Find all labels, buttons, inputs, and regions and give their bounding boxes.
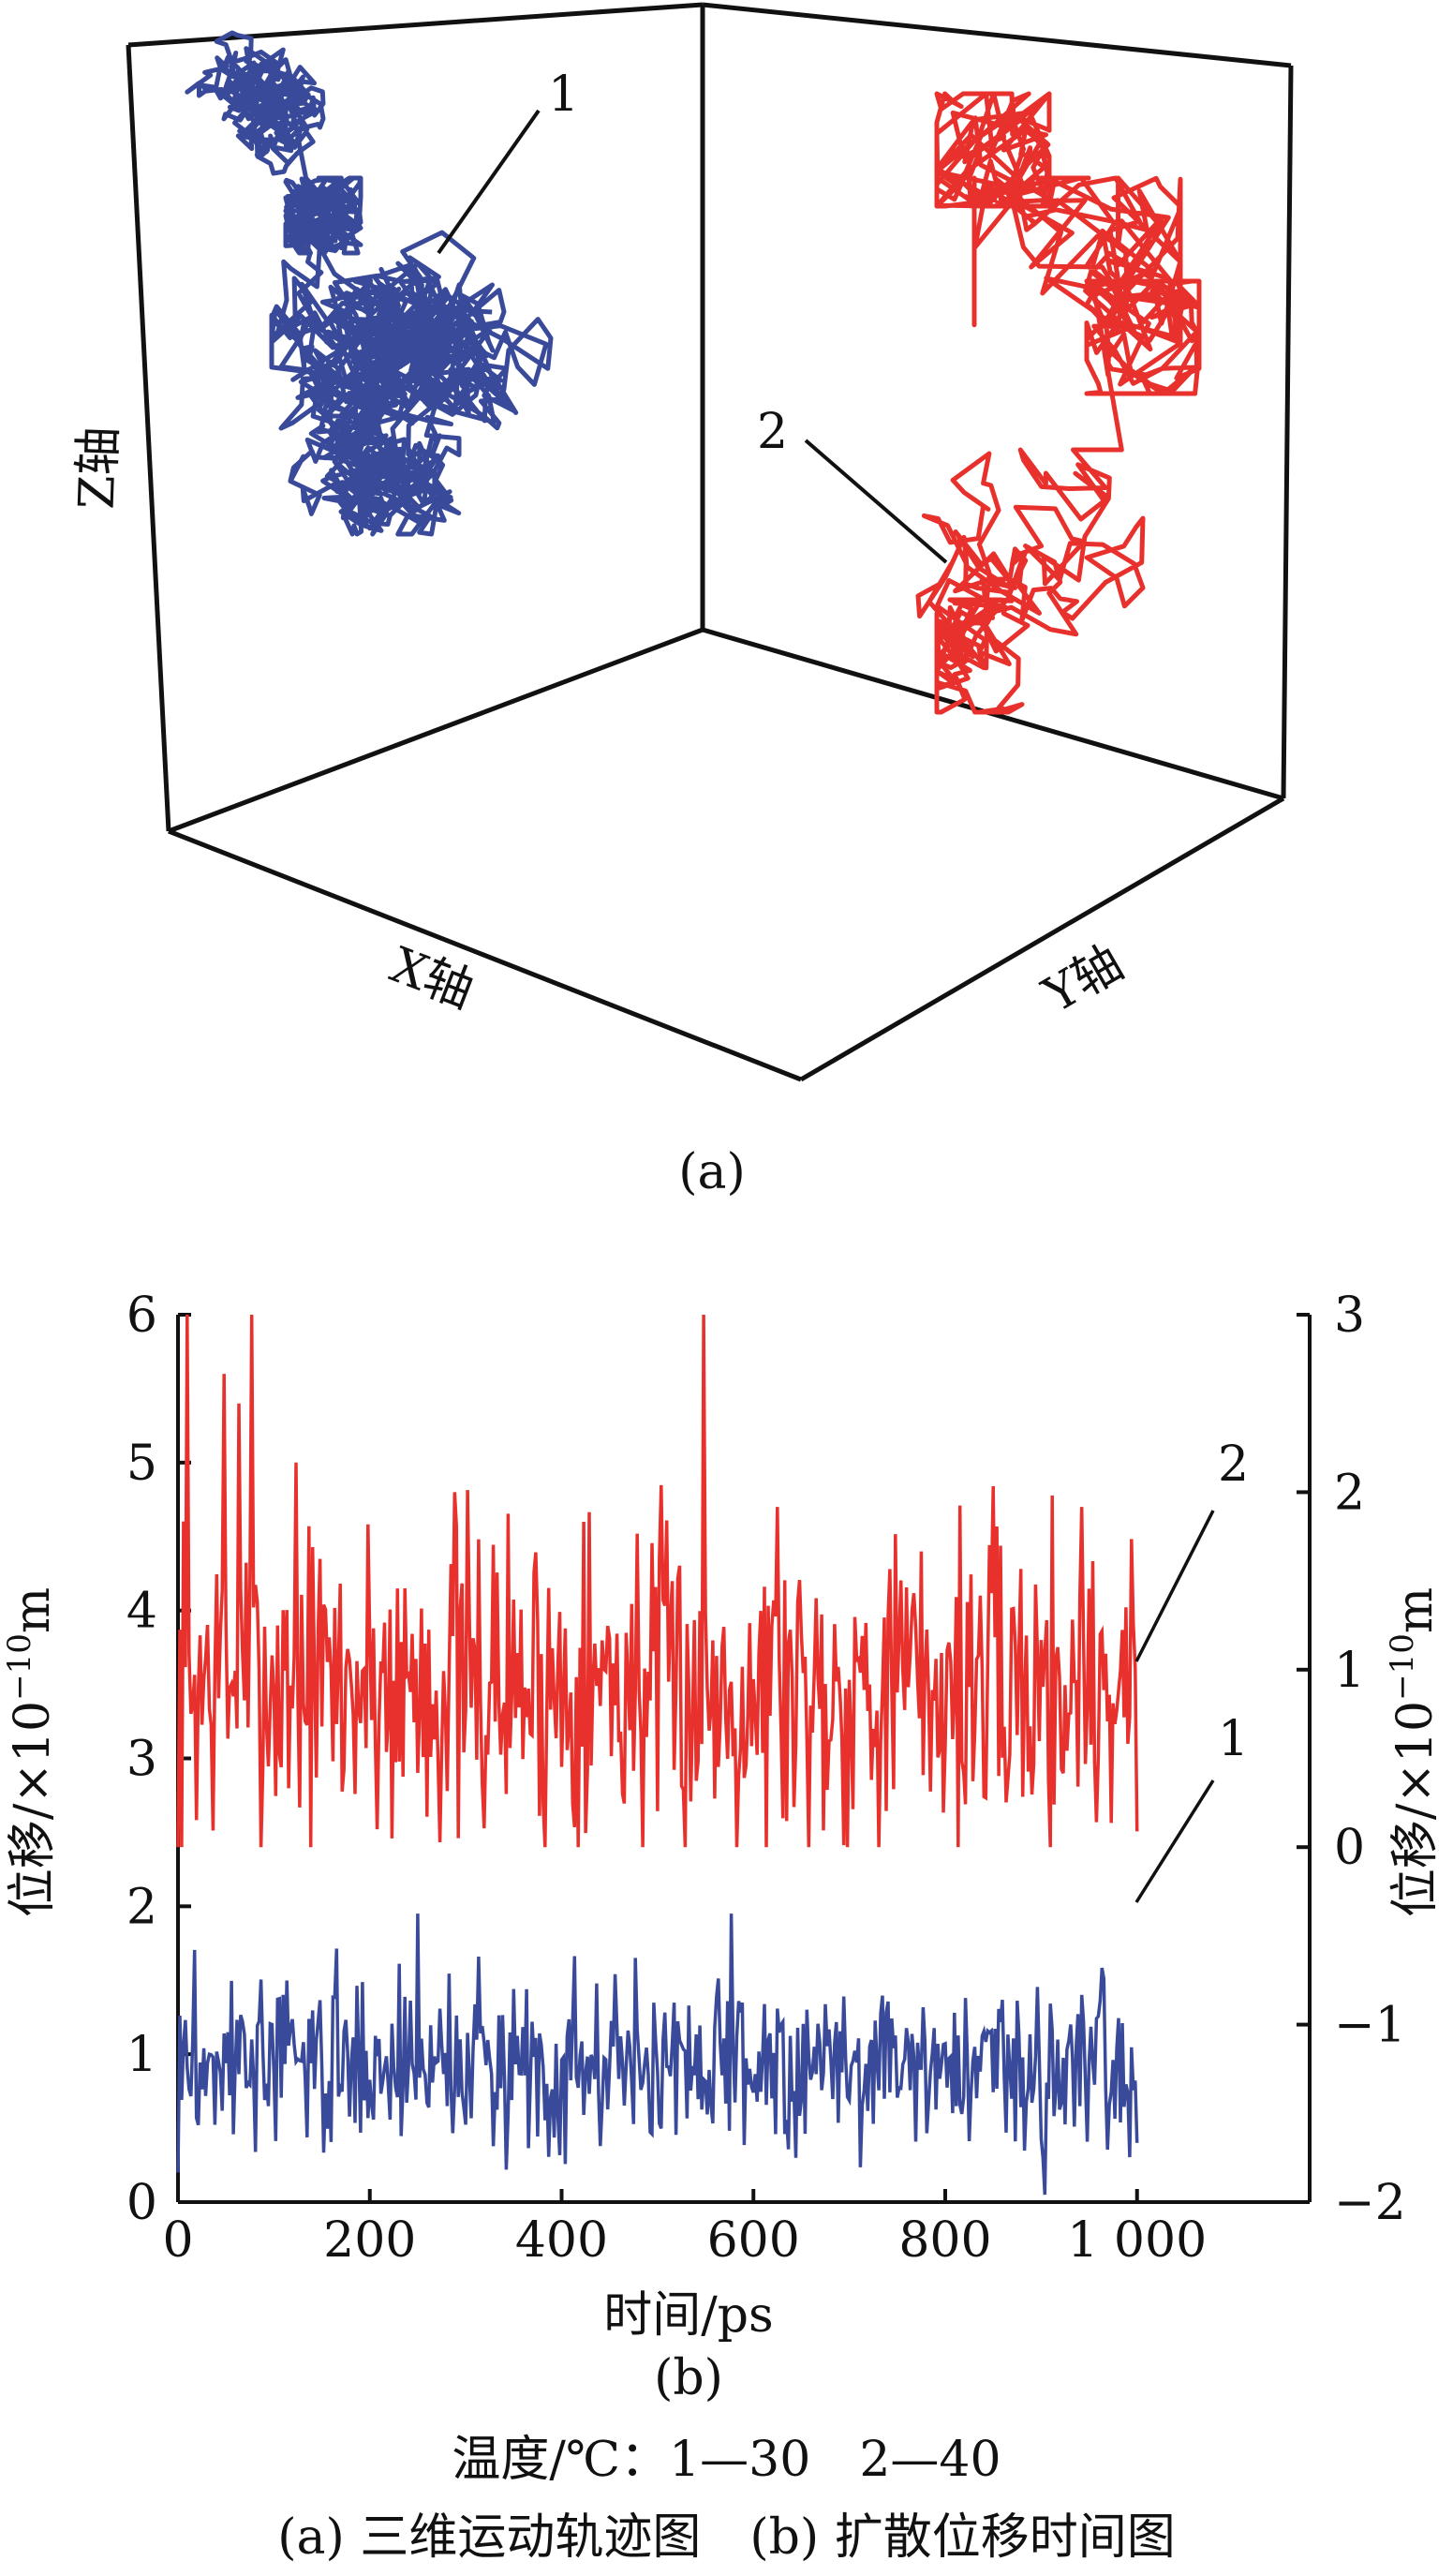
series-1-label-a: 1: [548, 67, 579, 123]
trajectory-series-2: [915, 91, 1202, 715]
panel-a-label: (a): [678, 1144, 746, 1200]
left-y-axis-title-main: 位移/×10: [5, 1701, 61, 1917]
x-tick-label: 0: [162, 2212, 193, 2269]
series-2-line: [176, 1314, 1139, 1848]
trajectory-series-1: [185, 30, 554, 537]
left-y-tick-label: 2: [126, 1879, 157, 1935]
leader-line-series-1: [437, 109, 541, 255]
box-edge-front-left: [168, 828, 802, 1082]
series-2-label-a: 2: [757, 404, 788, 460]
series-1-line: [176, 1913, 1139, 2196]
panel-b-plot: [176, 1313, 1312, 2204]
right-y-axis-title-unit: m: [1387, 1587, 1444, 1633]
x-tick-label: 200: [323, 2212, 416, 2269]
box-edge-right: [1281, 65, 1294, 799]
left-y-tick-label: 4: [126, 1584, 157, 1640]
box-edge-floor-left: [168, 627, 704, 834]
left-y-axis-title: 位移/×10−10m: [1, 1587, 61, 1917]
trajectory-path: [185, 30, 554, 537]
right-y-tick-label: 3: [1334, 1288, 1365, 1344]
right-y-tick-label: −1: [1334, 1998, 1406, 2054]
box-edge-back-right: [702, 2, 1292, 68]
right-y-tick-label: 2: [1334, 1465, 1365, 1521]
box-edge-back-left: [126, 44, 171, 832]
legend-text: 温度/℃：1—30 2—40: [452, 2432, 1001, 2488]
x-tick-label: 600: [707, 2212, 800, 2269]
left-y-axis-title-exp: −10: [1, 1633, 38, 1701]
series-1-label-b: 1: [1218, 1711, 1249, 1767]
left-y-tick-label: 1: [126, 2027, 157, 2083]
z-axis-label: Z轴: [68, 425, 127, 510]
panel-b-label: (b): [654, 2350, 723, 2406]
right-y-axis-title-exp: −10: [1384, 1633, 1421, 1701]
x-tick-label: 800: [898, 2212, 991, 2269]
tick-marks: [176, 1313, 1310, 2204]
right-y-tick-label: 0: [1334, 1820, 1365, 1876]
y-axis-label-3d: Y轴: [1033, 935, 1133, 1025]
x-axis-title: 时间/ps: [603, 2287, 774, 2344]
right-y-tick-label: −2: [1334, 2175, 1406, 2231]
leader-line-b-series-2: [1134, 1510, 1215, 1662]
x-tick-label: 1 000: [1067, 2212, 1207, 2269]
x-tick-label: 400: [515, 2212, 608, 2269]
left-y-tick-label: 6: [126, 1288, 157, 1344]
left-y-tick-label: 0: [126, 2175, 157, 2231]
series-2-label-b: 2: [1218, 1437, 1249, 1493]
trajectory-path: [915, 91, 1202, 715]
right-y-axis-title: 位移/×10−10m: [1384, 1587, 1444, 1917]
right-y-tick-label: 1: [1334, 1643, 1365, 1699]
box-edge-back-top: [127, 2, 704, 48]
left-y-tick-label: 5: [126, 1436, 157, 1492]
leader-line-series-2: [804, 439, 948, 564]
right-y-axis-title-main: 位移/×10: [1387, 1701, 1444, 1917]
figure-caption: (a) 三维运动轨迹图 (b) 扩散位移时间图: [277, 2509, 1176, 2566]
leader-line-b-series-1: [1134, 1779, 1215, 1903]
box-edge-front-right: [799, 796, 1285, 1082]
left-y-tick-label: 3: [126, 1732, 157, 1788]
left-y-axis-title-unit: m: [5, 1587, 61, 1633]
